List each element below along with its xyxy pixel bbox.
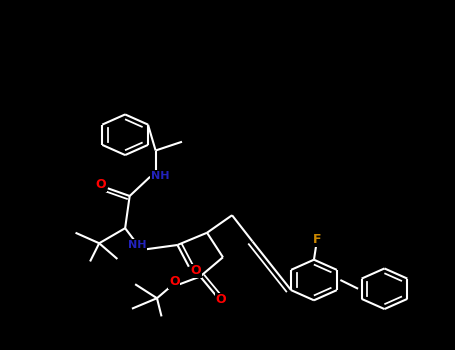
Text: O: O	[169, 275, 180, 288]
Text: O: O	[96, 178, 106, 191]
Text: NH: NH	[128, 240, 147, 250]
Text: O: O	[215, 293, 226, 307]
Text: F: F	[313, 233, 322, 246]
Text: NH: NH	[151, 171, 169, 181]
Text: O: O	[190, 264, 201, 278]
